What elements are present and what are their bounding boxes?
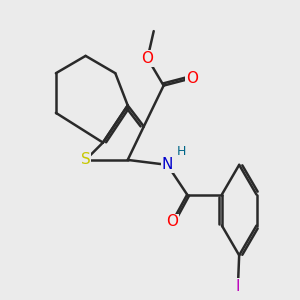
Text: O: O — [166, 214, 178, 229]
Text: N: N — [162, 158, 173, 172]
Text: O: O — [142, 51, 154, 66]
Text: H: H — [176, 145, 186, 158]
Text: S: S — [81, 152, 91, 167]
Text: I: I — [236, 279, 240, 294]
Text: O: O — [186, 71, 198, 86]
